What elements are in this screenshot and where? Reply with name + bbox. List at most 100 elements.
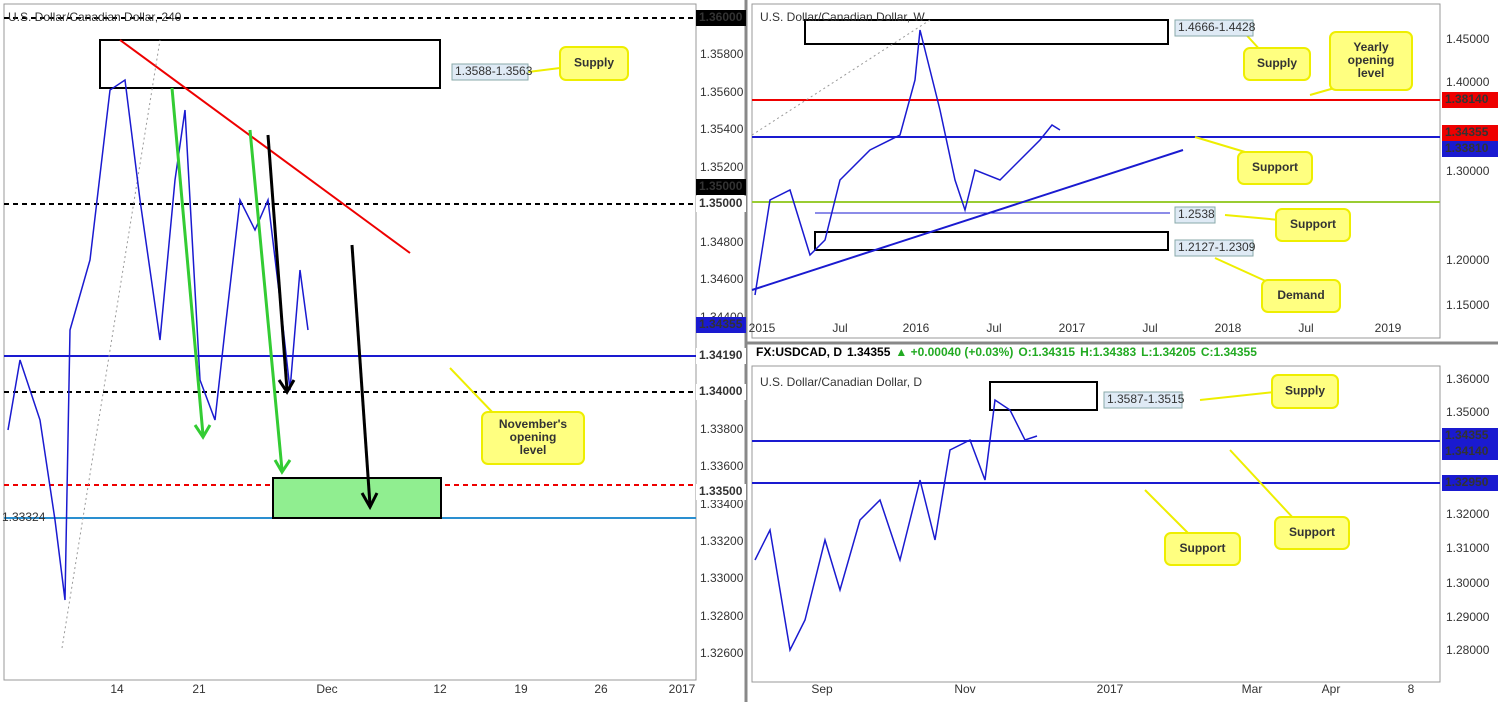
x-tick-label: Jul <box>1142 321 1157 335</box>
y-tick-label: 1.34800 <box>700 235 744 249</box>
y-tick-label: 1.35000 <box>1446 405 1490 419</box>
callout-text: Supply <box>574 56 614 70</box>
y-tick-label: 1.40000 <box>1446 75 1490 89</box>
y-tick-label: 1.33600 <box>700 459 744 473</box>
zone-label-bg <box>1174 19 1254 37</box>
panel-1-drawings <box>4 17 696 649</box>
y-tick-label: 1.34600 <box>700 272 744 286</box>
price-tag: 1.34190 <box>699 348 743 362</box>
zone-label-bg <box>451 63 529 81</box>
y-tick-label: 1.30000 <box>1446 576 1490 590</box>
callout-box <box>1237 151 1313 185</box>
x-tick-label: 26 <box>594 682 608 696</box>
price-tag-bg <box>1442 92 1498 108</box>
callout-text: level <box>520 443 547 457</box>
callout-box <box>559 46 629 81</box>
x-tick-label: Jul <box>832 321 847 335</box>
x-tick-label: 2018 <box>1215 321 1242 335</box>
y-tick-label: 1.30000 <box>1446 164 1490 178</box>
quote-close: C:1.34355 <box>1201 345 1257 359</box>
callout-text: Support <box>1289 525 1335 539</box>
y-tick-label: 1.36000 <box>1446 372 1490 386</box>
price-tag-bg <box>696 10 746 26</box>
zone-label-bg <box>1103 391 1183 409</box>
callout-text: Yearly <box>1353 40 1389 54</box>
price-tag-bg <box>696 317 746 333</box>
callout-box <box>481 411 585 465</box>
x-tick-label: Mar <box>1242 682 1263 696</box>
price-tag: 1.32950 <box>1445 475 1489 489</box>
y-tick-label: 1.35600 <box>700 85 744 99</box>
quote-high: H:1.34383 <box>1080 345 1136 359</box>
price-tag: 1.35000 <box>699 196 743 210</box>
y-tick-label: 1.33400 <box>700 497 744 511</box>
x-tick-label: Apr <box>1322 682 1341 696</box>
price-tag: 1.33810 <box>1445 141 1489 155</box>
callout-text: level <box>1358 66 1385 80</box>
x-tick-label: 19 <box>514 682 528 696</box>
y-tick-label: 1.29000 <box>1446 610 1490 624</box>
price-tag: 1.34000 <box>699 384 743 398</box>
callout-box <box>1274 516 1350 550</box>
x-tick-label: 8 <box>1408 682 1415 696</box>
price-tag-bg <box>696 484 746 500</box>
zone-label: 1.4666-1.4428 <box>1178 20 1256 34</box>
y-tick-label: 1.32800 <box>700 609 744 623</box>
callout-box <box>1164 532 1241 566</box>
price-tag-bg <box>1442 444 1498 460</box>
quote-bar: FX:USDCAD, D 1.34355 ▲ +0.00040 (+0.03%) O:… <box>756 345 1257 359</box>
y-tick-label: 1.35800 <box>700 47 744 61</box>
x-tick-label: 2017 <box>669 682 696 696</box>
price-tag: 1.38140 <box>1445 92 1489 106</box>
callout-box <box>1271 374 1339 409</box>
zone-label: 1.3587-1.3515 <box>1107 392 1185 406</box>
y-tick-label: 1.32000 <box>1446 507 1490 521</box>
quote-low: L:1.34205 <box>1141 345 1196 359</box>
price-tag-bg <box>696 179 746 195</box>
x-tick-label: 2017 <box>1059 321 1086 335</box>
callout-box <box>1243 47 1311 81</box>
y-tick-label: 1.28000 <box>1446 643 1490 657</box>
quote-open: O:1.34315 <box>1018 345 1075 359</box>
price-tag-bg <box>1442 141 1498 157</box>
callout-text: Supply <box>1257 56 1297 70</box>
x-tick-label: 2016 <box>903 321 930 335</box>
callout-box <box>1275 208 1351 242</box>
price-tag-bg <box>696 384 746 400</box>
price-tag: 1.36000 <box>699 10 743 24</box>
zone-label: 1.3588-1.3563 <box>455 64 533 78</box>
panel-2-drawings <box>751 19 1440 296</box>
x-tick-label: 21 <box>192 682 206 696</box>
callout-text: Support <box>1252 160 1298 174</box>
quote-symbol: FX:USDCAD, D <box>756 345 842 359</box>
x-tick-label: Dec <box>316 682 337 696</box>
y-tick-label: 1.33000 <box>700 571 744 585</box>
price-tag: 1.35000 <box>699 179 743 193</box>
price-tag-bg <box>1442 428 1498 444</box>
zone-label: 1.2127-1.2309 <box>1178 240 1256 254</box>
y-tick-label: 1.45000 <box>1446 32 1490 46</box>
price-tag-bg <box>696 348 746 364</box>
x-tick-label: Sep <box>811 682 833 696</box>
callout-text: opening <box>510 430 557 444</box>
price-tag: 1.34355 <box>1445 125 1489 139</box>
callout-text: Demand <box>1277 288 1324 302</box>
y-tick-label: 1.35200 <box>700 160 744 174</box>
panel-3-drawings <box>752 381 1440 653</box>
quote-last: 1.34355 <box>847 345 891 359</box>
panel-1-plot <box>3 3 697 681</box>
x-tick-label: Jul <box>1298 321 1313 335</box>
y-tick-label: 1.20000 <box>1446 253 1490 267</box>
callout-text: Support <box>1180 541 1226 555</box>
callout-text: opening <box>1348 53 1395 67</box>
x-tick-label: 2019 <box>1375 321 1402 335</box>
price-tag-bg <box>696 196 746 212</box>
x-tick-label: 12 <box>433 682 447 696</box>
price-tag: 1.34355 <box>1445 428 1489 442</box>
panel-title: U.S. Dollar/Canadian Dollar, D <box>760 375 922 389</box>
callout-text: Support <box>1290 217 1336 231</box>
y-tick-label: 1.33200 <box>700 534 744 548</box>
price-tag-bg <box>1442 475 1498 491</box>
